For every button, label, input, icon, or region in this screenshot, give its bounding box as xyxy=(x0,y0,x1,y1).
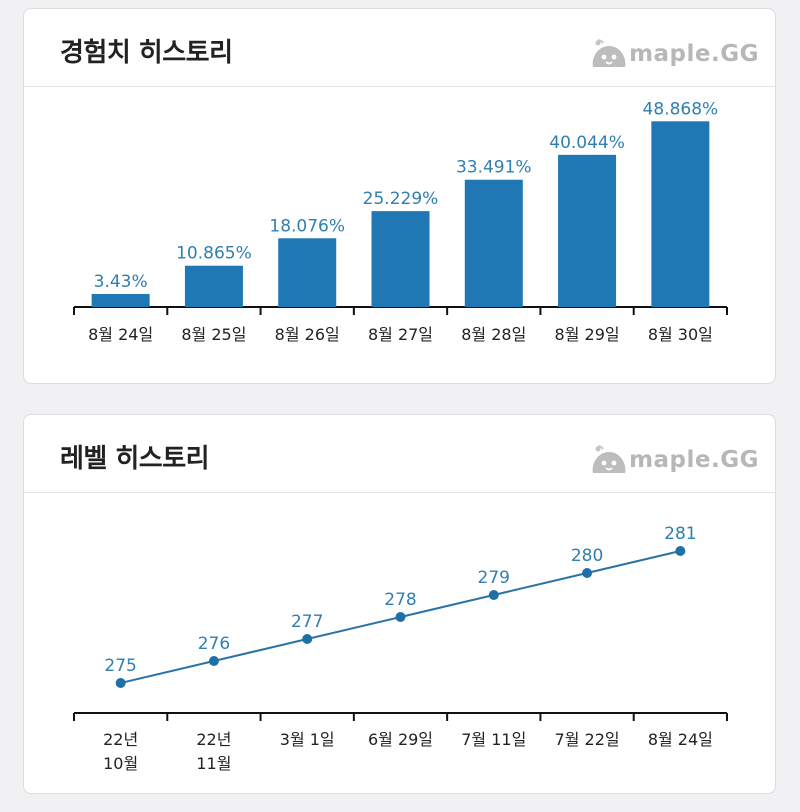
maplegg-logo-2: maple.GG xyxy=(589,443,759,477)
exp-bar-chart: 3.43% 8월 24일 10.865% 8월 25일 18.076% 8월 26일 25.… xyxy=(73,99,728,344)
data-label: 18.076% xyxy=(269,216,345,236)
x-tick-label: 8월 29일 xyxy=(555,325,620,344)
data-label: 3.43% xyxy=(94,272,148,292)
level-history-card: 레벨 히스토리 maple.GG 275 22년 10월 276 22년 11월 277 3월… xyxy=(23,414,776,794)
data-label: 279 xyxy=(478,568,510,588)
bar xyxy=(558,154,617,307)
x-tick-label: 22년 xyxy=(103,730,138,749)
data-label: 40.044% xyxy=(549,133,625,153)
data-point xyxy=(675,546,686,556)
exp-card-title: 경험치 히스토리 xyxy=(60,38,233,68)
maplegg-logo: maple.GG xyxy=(589,37,759,71)
data-point xyxy=(582,568,593,578)
data-label: 280 xyxy=(571,546,603,566)
logo-text: maple.GG xyxy=(629,447,759,473)
x-tick-label: 8월 26일 xyxy=(275,325,340,344)
level-card-title: 레벨 히스토리 xyxy=(60,444,210,474)
bar xyxy=(184,265,243,307)
data-label: 10.865% xyxy=(176,244,252,264)
data-point xyxy=(115,678,126,688)
data-label: 33.491% xyxy=(456,158,532,178)
data-label: 277 xyxy=(291,612,323,632)
data-label: 48.868% xyxy=(643,99,719,119)
data-label: 276 xyxy=(198,634,230,654)
slime-icon xyxy=(592,39,626,67)
data-point xyxy=(302,634,313,644)
data-label: 25.229% xyxy=(363,189,439,209)
x-tick-label: 8월 30일 xyxy=(648,325,713,344)
slime-icon xyxy=(592,445,626,473)
x-tick-label: 11월 xyxy=(196,754,231,773)
data-point xyxy=(488,590,499,600)
data-label: 281 xyxy=(664,524,696,544)
bar xyxy=(464,179,523,307)
bar xyxy=(371,211,430,307)
exp-card-header: 경험치 히스토리 maple.GG xyxy=(24,9,775,87)
bar xyxy=(651,121,710,307)
x-tick-label: 8월 28일 xyxy=(461,325,526,344)
bar xyxy=(91,293,150,307)
x-tick-label: 7월 11일 xyxy=(461,730,526,749)
data-point xyxy=(395,612,406,622)
x-tick-label: 6월 29일 xyxy=(368,730,433,749)
x-tick-label: 7월 22일 xyxy=(555,730,620,749)
data-label: 275 xyxy=(104,656,136,676)
x-tick-label: 8월 24일 xyxy=(88,325,153,344)
x-tick-label: 8월 25일 xyxy=(181,325,246,344)
level-line-chart: 275 22년 10월 276 22년 11월 277 3월 1일 278 6월 29일 279 7월… xyxy=(73,524,728,773)
x-tick-label: 8월 24일 xyxy=(648,730,713,749)
logo-text: maple.GG xyxy=(629,41,759,67)
data-label: 278 xyxy=(384,590,416,610)
data-point xyxy=(208,656,219,666)
x-tick-label: 3월 1일 xyxy=(280,730,335,749)
x-tick-label: 22년 xyxy=(196,730,231,749)
level-card-header: 레벨 히스토리 maple.GG xyxy=(24,415,775,493)
x-tick-label: 8월 27일 xyxy=(368,325,433,344)
bar xyxy=(278,238,337,307)
exp-history-card: 경험치 히스토리 maple.GG 3.43% 8월 24일 10.865% 8월 2… xyxy=(23,8,776,384)
x-tick-label: 10월 xyxy=(103,754,138,773)
